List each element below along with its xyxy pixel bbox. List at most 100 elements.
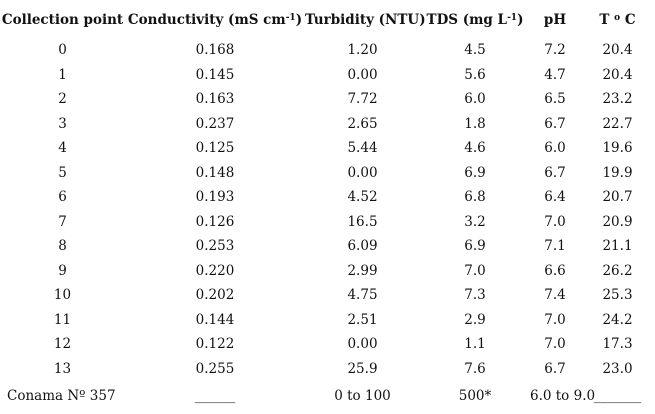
column-header-tds: TDS (mg L-1) [426, 12, 524, 28]
table-cell: 8 [58, 238, 67, 255]
table-cell: 0.255 [195, 360, 235, 377]
table-cell: 20.4 [602, 42, 633, 59]
table-row: 10 0.202 4.75 7.3 7.4 25.3 [0, 283, 655, 308]
table-cell: ______ [194, 387, 236, 404]
table-row: 2 0.163 7.72 6.0 6.5 23.2 [0, 87, 655, 112]
table-cell: 2 [58, 91, 67, 108]
reference-row: Conama Nº 357 ______ 0 to 100 500* 6.0 to 9.… [0, 381, 655, 410]
table-cell: 2.99 [347, 262, 378, 279]
table-cell: 6.0 [544, 140, 566, 157]
table-cell: 23.2 [602, 91, 633, 108]
table-cell: 6.7 [544, 115, 566, 132]
table-cell: 21.1 [602, 238, 633, 255]
table-row: 12 0.122 0.00 1.1 7.0 17.3 [0, 332, 655, 357]
table-cell: 10 [53, 287, 72, 304]
table-cell: 7.6 [464, 360, 486, 377]
table-cell: 2.51 [347, 311, 378, 328]
table-header: Collection point Conductivity (mS cm-1) … [0, 2, 655, 38]
table-cell: 7.0 [464, 262, 486, 279]
table-cell: 6.8 [464, 189, 486, 206]
column-header-temperature: T o C [599, 12, 636, 28]
table-row: 7 0.126 16.5 3.2 7.0 20.9 [0, 210, 655, 235]
table-cell: 0.220 [195, 262, 235, 279]
column-header-collection-point: Collection point [1, 12, 124, 28]
table-cell: 0.00 [347, 336, 378, 353]
table-cell: 4.6 [464, 140, 486, 157]
column-header-turbidity: Turbidity (NTU) [305, 12, 426, 28]
table-cell: 6 [58, 189, 67, 206]
table-cell: 4.75 [347, 287, 378, 304]
table-row: 9 0.220 2.99 7.0 6.6 26.2 [0, 259, 655, 284]
table-cell: 25.3 [602, 287, 633, 304]
table-cell: 6.0 to 9.0 [530, 387, 596, 404]
table-cell: 0.193 [195, 189, 235, 206]
table-cell: 7.0 [544, 311, 566, 328]
table-cell: 26.2 [602, 262, 633, 279]
table-cell: 11 [53, 311, 72, 328]
table-cell: 7.4 [544, 287, 566, 304]
table-cell: 20.9 [602, 213, 633, 230]
table-cell: 20.4 [602, 66, 633, 83]
table-cell: 12 [53, 336, 72, 353]
table-cell: 13 [53, 360, 72, 377]
table-cell: 6.9 [464, 238, 486, 255]
table-row: 6 0.193 4.52 6.8 6.4 20.7 [0, 185, 655, 210]
table-cell: 19.6 [602, 140, 633, 157]
table-row: 1 0.145 0.00 5.6 4.7 20.4 [0, 63, 655, 88]
table-cell: 2.65 [347, 115, 378, 132]
table-cell: 6.5 [544, 91, 566, 108]
table-cell: 0.202 [195, 287, 235, 304]
table-cell: 25.9 [347, 360, 378, 377]
table-cell: 500* [458, 387, 492, 404]
table-cell: 5 [58, 164, 67, 181]
table-cell: 0.237 [195, 115, 235, 132]
table-cell: 6.6 [544, 262, 566, 279]
column-header-conductivity: Conductivity (mS cm-1) [127, 12, 303, 28]
column-header-ph: pH [543, 12, 567, 28]
table-cell: 24.2 [602, 311, 633, 328]
table-cell: 7.72 [347, 91, 378, 108]
header-row: Collection point Conductivity (mS cm-1) … [0, 2, 655, 38]
table-cell: 5.6 [464, 66, 486, 83]
table-cell: 0.125 [195, 140, 235, 157]
table-cell: 2.9 [464, 311, 486, 328]
table-cell: 3.2 [464, 213, 486, 230]
table-cell: 1 [58, 66, 67, 83]
table-cell: 6.0 [464, 91, 486, 108]
table-cell: 0.253 [195, 238, 235, 255]
table-row: 13 0.255 25.9 7.6 6.7 23.0 [0, 357, 655, 382]
table-cell: 6.7 [544, 360, 566, 377]
table-cell: 6.4 [544, 189, 566, 206]
table-cell: 0 [58, 42, 67, 59]
table-cell: 5.44 [347, 140, 378, 157]
table-row: 3 0.237 2.65 1.8 6.7 22.7 [0, 112, 655, 137]
table-cell: 4.7 [544, 66, 566, 83]
table-cell: 19.9 [602, 164, 633, 181]
table-cell: 9 [58, 262, 67, 279]
table-cell: 7.0 [544, 336, 566, 353]
table-cell: 0 to 100 [334, 387, 391, 404]
table-cell: 7.1 [544, 238, 566, 255]
table-cell: 0.00 [347, 164, 378, 181]
table-cell: 0.122 [195, 336, 235, 353]
table-cell: 0.145 [195, 66, 235, 83]
table-row: 0 0.168 1.20 4.5 7.2 20.4 [0, 38, 655, 63]
table-body: 0 0.168 1.20 4.5 7.2 20.4 1 0.145 0.00 5.6 4.7 20.4… [0, 38, 655, 410]
table-cell: 4.52 [347, 189, 378, 206]
table-cell: 16.5 [347, 213, 378, 230]
table-cell: 17.3 [602, 336, 633, 353]
table-cell: 4.5 [464, 42, 486, 59]
table-cell: 1.1 [464, 336, 486, 353]
table-cell: 0.126 [195, 213, 235, 230]
table-cell: 1.20 [347, 42, 378, 59]
table-cell: 7 [58, 213, 67, 230]
table-cell: 6.7 [544, 164, 566, 181]
table-cell: 0.00 [347, 66, 378, 83]
table-cell: 20.7 [602, 189, 633, 206]
table-cell: Conama Nº 357 [7, 387, 116, 404]
table-cell: _______ [593, 387, 642, 404]
table-row: 8 0.253 6.09 6.9 7.1 21.1 [0, 234, 655, 259]
table-cell: 0.168 [195, 42, 235, 59]
